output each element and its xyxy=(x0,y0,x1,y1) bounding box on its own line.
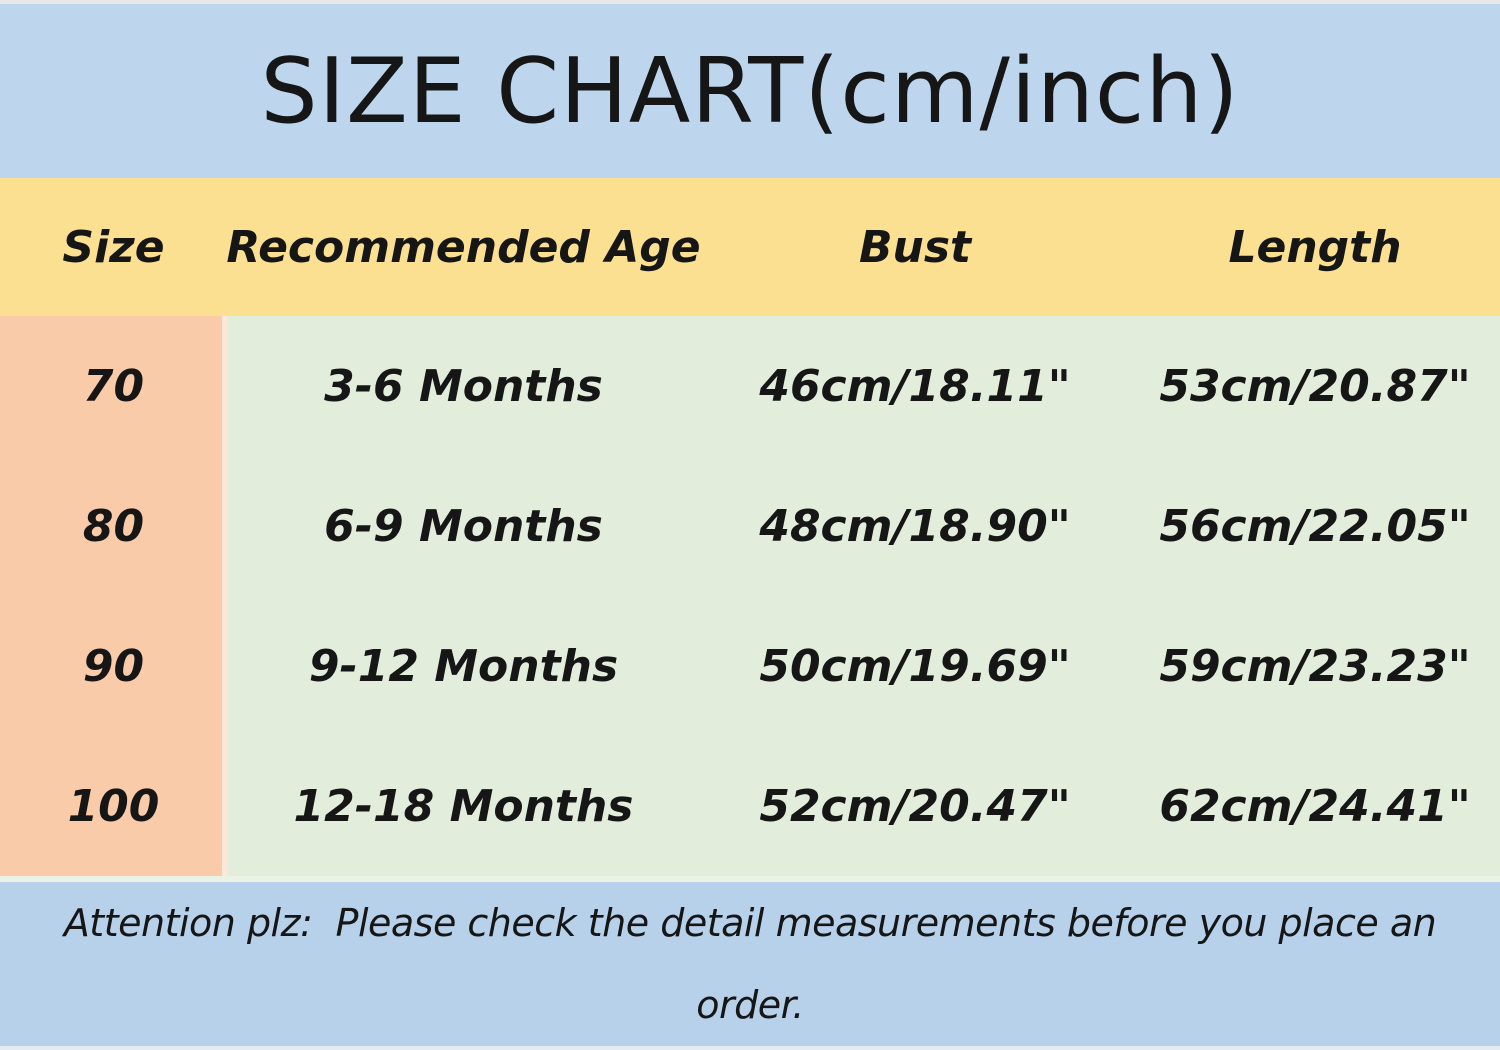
cell-bust: 48cm/18.90" xyxy=(759,500,1071,552)
cell-size: 70 xyxy=(0,316,227,456)
cell-size: 100 xyxy=(0,736,227,876)
header-cell-length: Length xyxy=(1228,221,1402,273)
cell-bust: 46cm/18.11" xyxy=(759,360,1071,412)
table-row: 80 6-9 Months 48cm/18.90" 56cm/22.05" xyxy=(0,456,1500,596)
page-title: SIZE CHART(cm/inch) xyxy=(260,38,1240,144)
cell-length: 53cm/20.87" xyxy=(1159,360,1471,412)
note-line-1: Attention plz: Please check the detail m… xyxy=(63,901,1437,945)
title-banner: SIZE CHART(cm/inch) xyxy=(0,4,1500,178)
top-edge-strip xyxy=(0,0,1500,4)
cell-bust: 52cm/20.47" xyxy=(759,780,1071,832)
cell-bust: 50cm/19.69" xyxy=(759,640,1071,692)
cell-age: 6-9 Months xyxy=(324,500,603,552)
table-row: 90 9-12 Months 50cm/19.69" 59cm/23.23" xyxy=(0,596,1500,736)
attention-note: Attention plz: Please check the detail m… xyxy=(0,882,1500,1046)
cell-size: 80 xyxy=(0,456,227,596)
table-row: 100 12-18 Months 52cm/20.47" 62cm/24.41" xyxy=(0,736,1500,876)
bottom-edge-strip xyxy=(0,1046,1500,1050)
table-row: 70 3-6 Months 46cm/18.11" 53cm/20.87" xyxy=(0,316,1500,456)
cell-age: 3-6 Months xyxy=(324,360,603,412)
cell-size: 90 xyxy=(0,596,227,736)
body-footer-divider xyxy=(0,876,1500,882)
note-line-2: order. xyxy=(696,983,804,1027)
table-header-row: Size Recommended Age Bust Length xyxy=(0,178,1500,316)
cell-length: 62cm/24.41" xyxy=(1159,780,1471,832)
cell-length: 56cm/22.05" xyxy=(1159,500,1471,552)
cell-age: 12-18 Months xyxy=(293,780,634,832)
cell-age: 9-12 Months xyxy=(308,640,619,692)
header-cell-size: Size xyxy=(62,221,165,273)
header-cell-bust: Bust xyxy=(858,221,972,273)
cell-length: 59cm/23.23" xyxy=(1159,640,1471,692)
header-cell-age: Recommended Age xyxy=(226,221,701,273)
